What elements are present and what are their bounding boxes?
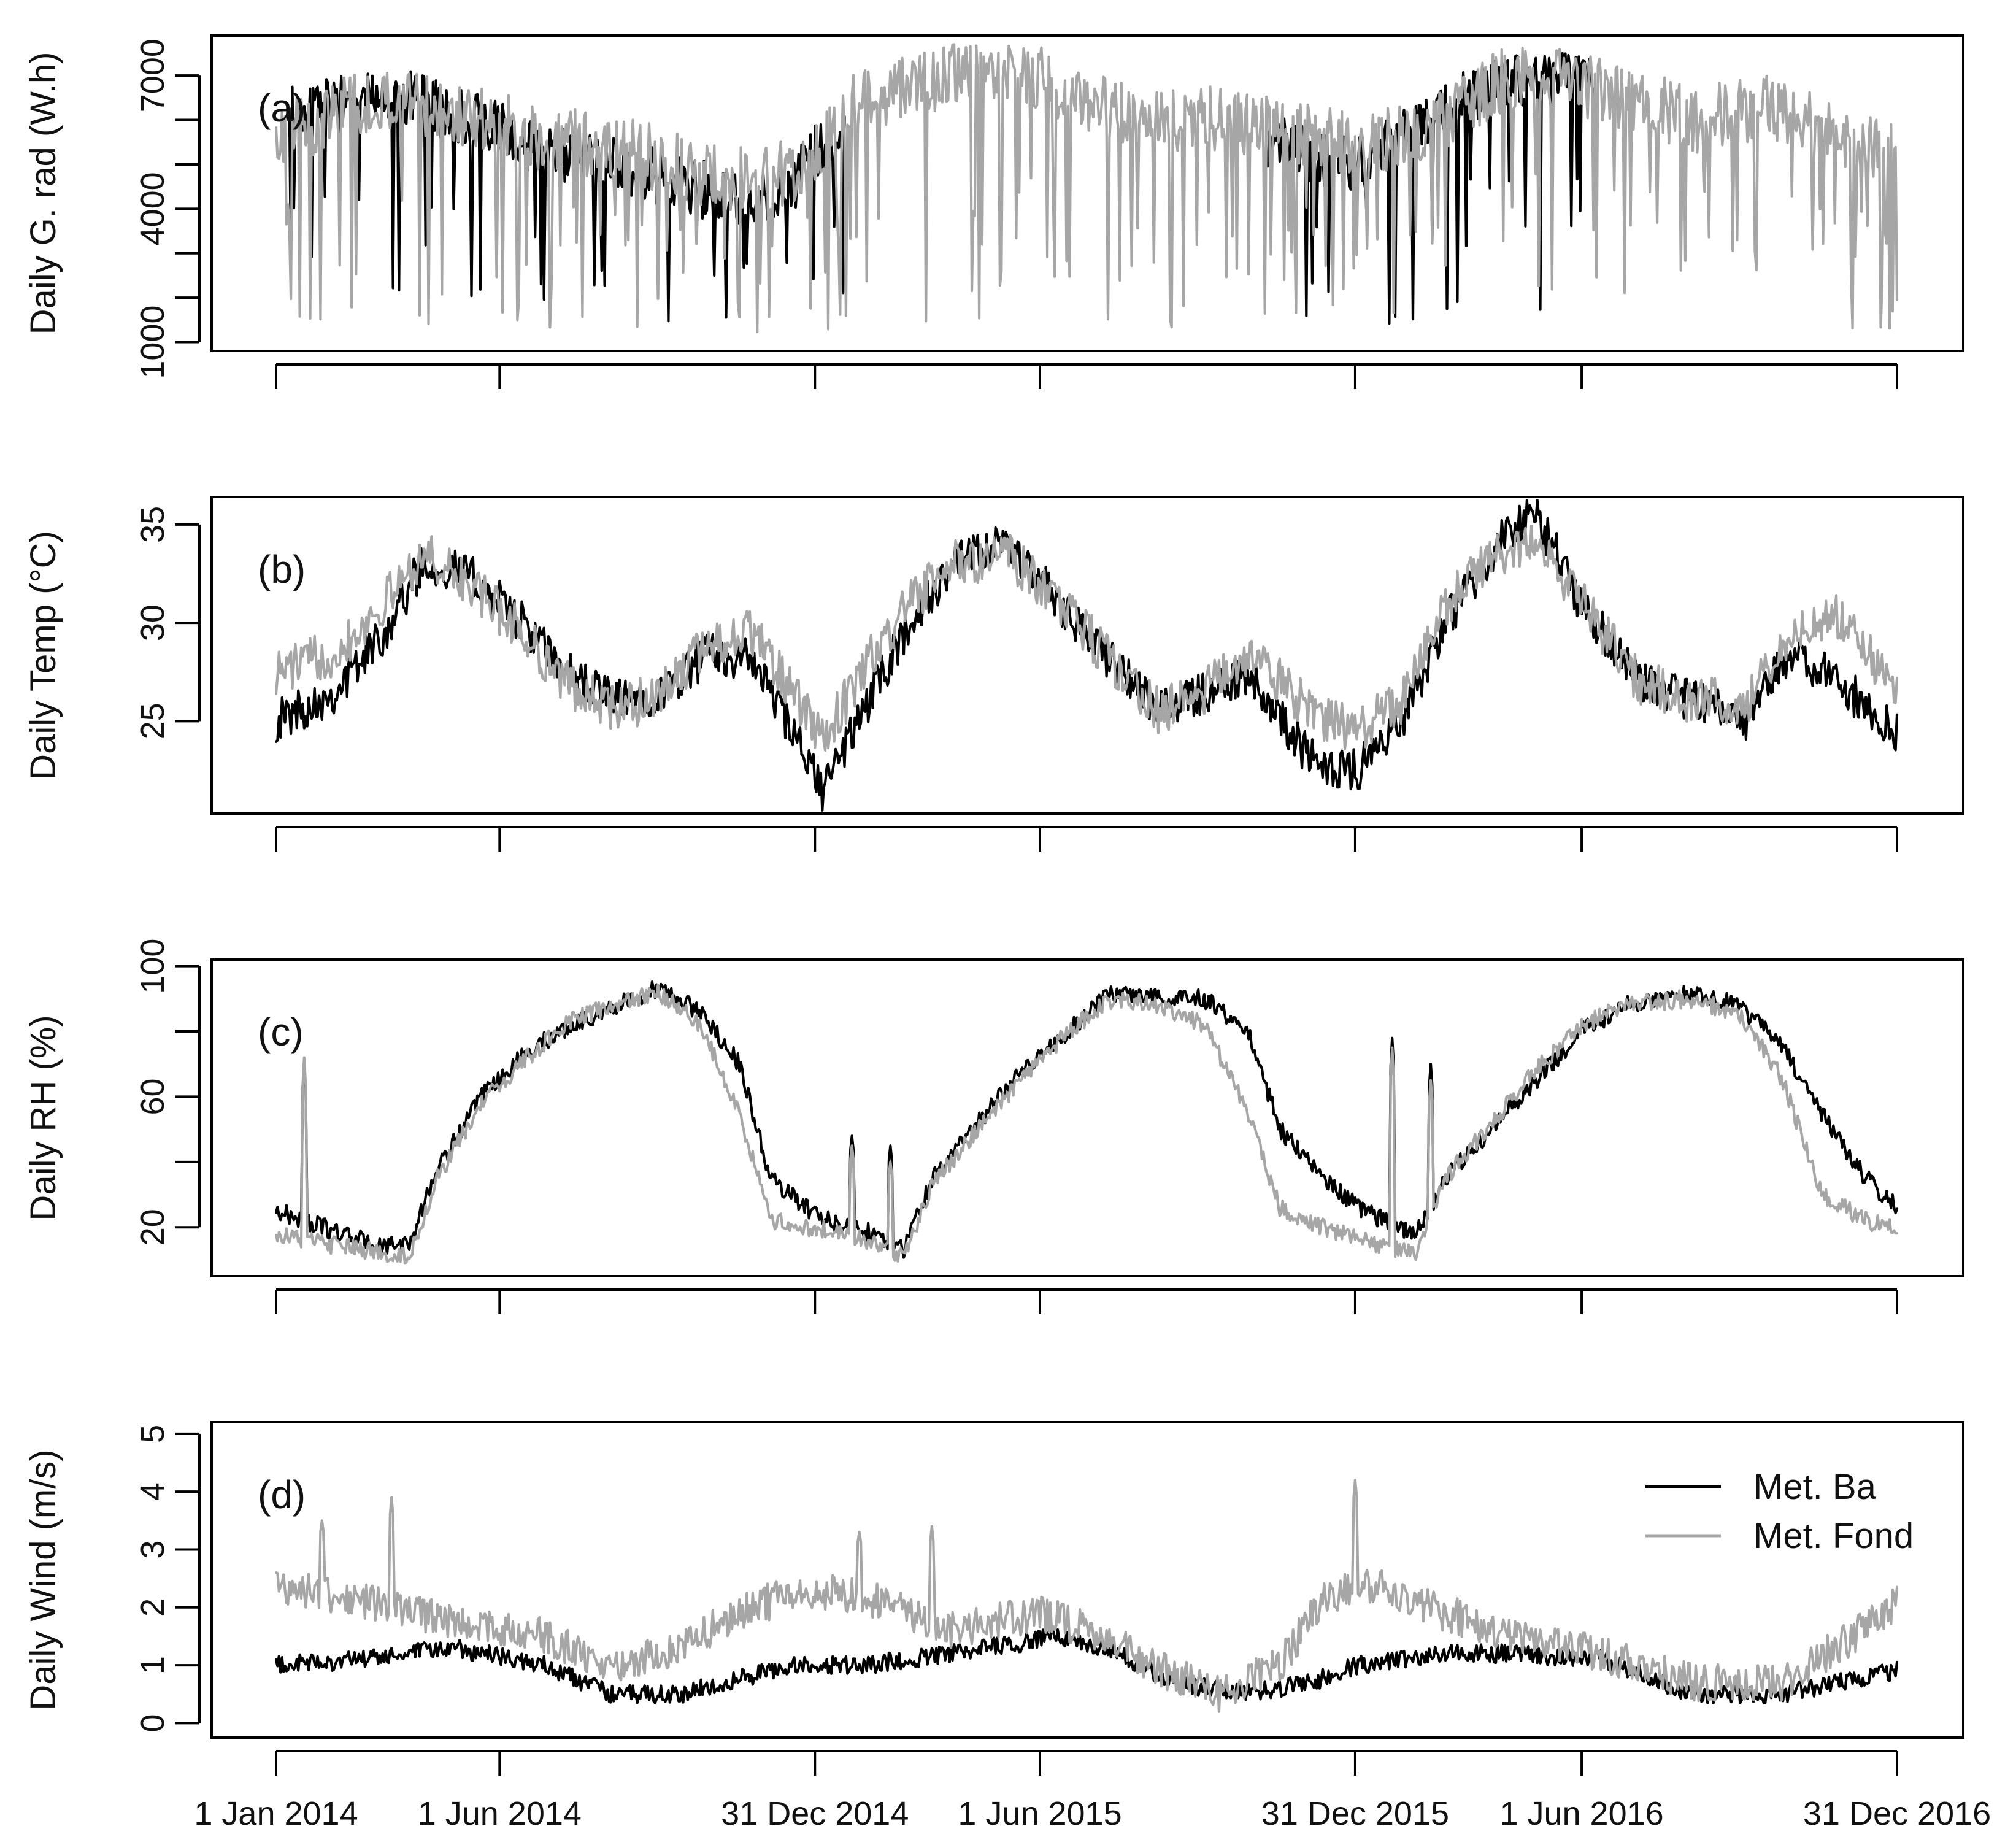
series-line-met-fond-panel-3: [274, 984, 1899, 1265]
panel-letter: (a): [258, 86, 306, 130]
y-tick-label: 100: [134, 939, 171, 994]
x-tick-label: 1 Jun 2015: [958, 1795, 1121, 1832]
y-tick-label: 1000: [134, 305, 171, 379]
y-tick-label: 5: [134, 1425, 171, 1443]
series-line-met-fond-panel-4: [274, 1479, 1899, 1713]
y-tick-label: 2: [134, 1598, 171, 1617]
panel-frame-2: [210, 496, 1964, 815]
x-tick-label: 1 Jun 2014: [418, 1795, 582, 1832]
y-tick-label: 20: [134, 1209, 171, 1246]
y-tick-label: 60: [134, 1078, 171, 1115]
panel-frame-1: [210, 34, 1964, 352]
legend-label: Met. Fond: [1753, 1516, 1914, 1556]
x-tick-label: 31 Dec 2015: [1261, 1795, 1449, 1832]
y-tick-label: 4: [134, 1482, 171, 1501]
panel-frame-3: [210, 958, 1964, 1277]
series-line-met-fond-panel-1: [274, 43, 1899, 334]
y-tick-label: 3: [134, 1540, 171, 1558]
x-tick-label: 31 Dec 2014: [721, 1795, 909, 1832]
panel-frame-4: [210, 1421, 1964, 1739]
y-tick-label: 25: [134, 703, 171, 739]
x-tick-label: 31 Dec 2016: [1803, 1795, 1991, 1832]
y-tick-label: 7000: [134, 39, 171, 112]
legend-label: Met. Ba: [1753, 1467, 1877, 1507]
x-tick-label: 1 Jan 2014: [194, 1795, 358, 1832]
y-tick-label: 1: [134, 1656, 171, 1674]
y-axis-label: Daily G. rad (W.h): [23, 52, 63, 335]
y-tick-label: 30: [134, 604, 171, 641]
y-tick-label: 35: [134, 506, 171, 543]
y-tick-label: 0: [134, 1714, 171, 1732]
y-axis-label: Daily Wind (m/s): [23, 1449, 63, 1710]
x-tick-label: 1 Jun 2016: [1499, 1795, 1663, 1832]
series-line-met-ba-panel-4: [274, 1628, 1899, 1704]
y-axis-label: Daily Temp (°C): [23, 531, 63, 780]
y-axis-label: Daily RH (%): [23, 1015, 63, 1220]
panel-letter: (d): [258, 1473, 306, 1517]
y-tick-label: 4000: [134, 172, 171, 245]
panel-letter: (c): [258, 1010, 304, 1054]
series-line-met-fond-panel-2: [274, 524, 1899, 752]
panel-letter: (b): [258, 547, 306, 591]
